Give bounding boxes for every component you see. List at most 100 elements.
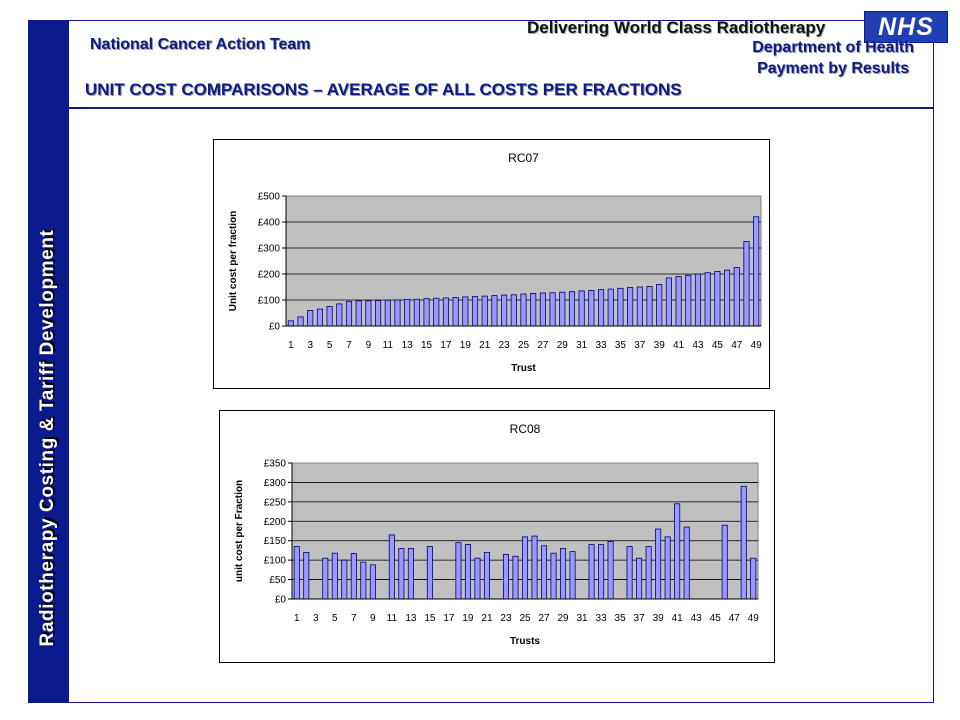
bar xyxy=(355,300,362,327)
x-tick-label: 47 xyxy=(731,340,743,351)
page-title: UNIT COST COMPARISONS – AVERAGE OF ALL C… xyxy=(85,80,682,99)
bar xyxy=(375,300,382,327)
y-tick-label: £200 xyxy=(258,270,281,281)
department-name: Department of Health xyxy=(752,39,914,56)
bar xyxy=(433,297,440,327)
y-tick-label: £100 xyxy=(264,556,287,567)
bar xyxy=(750,557,757,600)
bar xyxy=(341,559,348,600)
x-tick-label: 19 xyxy=(462,613,474,624)
bar xyxy=(685,274,692,327)
bar xyxy=(303,551,310,600)
x-tick-label: 25 xyxy=(519,613,531,624)
x-tick-label: 9 xyxy=(370,613,376,624)
x-tick-label: 1 xyxy=(294,613,300,624)
x-tick-label: 19 xyxy=(460,340,472,351)
bar xyxy=(740,485,747,600)
x-tick-label: 37 xyxy=(634,340,646,351)
x-tick-label: 49 xyxy=(748,613,760,624)
x-tick-label: 35 xyxy=(615,613,627,624)
x-axis-label: Trusts xyxy=(510,636,540,647)
bar xyxy=(336,303,343,327)
y-tick-label: £300 xyxy=(258,244,281,255)
bar xyxy=(455,542,462,600)
bar xyxy=(512,555,519,600)
bar xyxy=(560,548,567,600)
x-tick-label: 7 xyxy=(346,340,352,351)
x-tick-label: 11 xyxy=(387,613,398,624)
bar xyxy=(683,526,690,600)
tagline: Delivering World Class Radiotherapy xyxy=(527,18,826,37)
bar xyxy=(753,216,760,327)
bar xyxy=(598,544,605,600)
bar xyxy=(665,277,672,327)
bar xyxy=(331,552,338,600)
bar xyxy=(627,287,634,327)
bar xyxy=(636,557,643,600)
sidebar-band xyxy=(28,20,69,703)
y-tick-label: £150 xyxy=(264,536,287,547)
bar xyxy=(656,283,663,327)
bar xyxy=(404,299,411,327)
x-tick-label: 45 xyxy=(710,613,722,624)
x-tick-label: 39 xyxy=(654,340,666,351)
bar xyxy=(588,289,595,327)
bar xyxy=(471,296,479,327)
y-tick-label: £350 xyxy=(264,459,287,470)
x-tick-label: 31 xyxy=(576,340,588,351)
bar xyxy=(530,293,537,327)
bar xyxy=(350,553,357,600)
bar xyxy=(483,551,490,600)
bar xyxy=(664,536,671,600)
bar xyxy=(510,294,517,327)
bar xyxy=(636,286,643,327)
x-tick-label: 15 xyxy=(424,613,436,624)
chart-rc07: RC07 £0 £100 £200 £300 £400 £500 1 3 5 7 9 11 13 15 17 1… xyxy=(213,139,770,389)
bar xyxy=(407,548,414,600)
x-tick-label: 17 xyxy=(443,613,455,624)
department-block: Department of Health Payment by Results xyxy=(752,37,914,79)
x-tick-label: 47 xyxy=(729,613,741,624)
y-tick-label: £200 xyxy=(264,517,287,528)
bar xyxy=(626,546,633,600)
x-tick-label: 27 xyxy=(537,340,549,351)
bar xyxy=(646,286,653,327)
x-tick-label: 9 xyxy=(366,340,372,351)
y-tick-label: £300 xyxy=(264,478,287,489)
x-tick-label: 29 xyxy=(557,613,569,624)
bar xyxy=(607,541,614,600)
x-tick-label: 5 xyxy=(332,613,338,624)
bar xyxy=(502,553,509,600)
bar xyxy=(426,546,433,600)
chart-rc08: RC08 £0 £50 £100 £150 £200 £250 £300 £350 1 3 5 7 9 11… xyxy=(219,410,775,663)
x-tick-label: 39 xyxy=(653,613,665,624)
bar xyxy=(733,267,740,327)
x-tick-label: 3 xyxy=(307,340,313,351)
x-tick-label: 27 xyxy=(538,613,550,624)
bar xyxy=(322,557,329,600)
bar xyxy=(491,295,498,327)
bar xyxy=(293,546,300,600)
header-divider xyxy=(69,107,934,109)
x-tick-label: 43 xyxy=(692,340,704,351)
sidebar-title: Radiotherapy Costing & Tariff Developmen… xyxy=(37,229,58,647)
x-tick-label: 43 xyxy=(691,613,703,624)
bar xyxy=(539,292,546,327)
x-tick-label: 11 xyxy=(383,340,394,351)
x-tick-label: 33 xyxy=(595,340,607,351)
x-tick-label: 13 xyxy=(405,613,417,624)
bar xyxy=(549,292,556,327)
bar xyxy=(743,241,750,327)
x-tick-label: 21 xyxy=(479,340,491,351)
y-tick-label: £500 xyxy=(258,192,281,203)
bar xyxy=(307,309,314,327)
x-tick-label: 21 xyxy=(481,613,493,624)
bar xyxy=(384,299,391,327)
x-tick-label: 33 xyxy=(596,613,608,624)
bar xyxy=(462,296,469,327)
x-tick-label: 15 xyxy=(421,340,433,351)
x-tick-label: 3 xyxy=(313,613,319,624)
x-tick-label: 41 xyxy=(673,340,685,351)
bar xyxy=(388,534,395,600)
x-tick-label: 49 xyxy=(751,340,763,351)
